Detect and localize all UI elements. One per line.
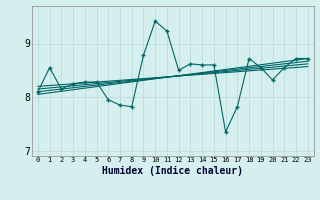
X-axis label: Humidex (Indice chaleur): Humidex (Indice chaleur)	[102, 166, 243, 176]
